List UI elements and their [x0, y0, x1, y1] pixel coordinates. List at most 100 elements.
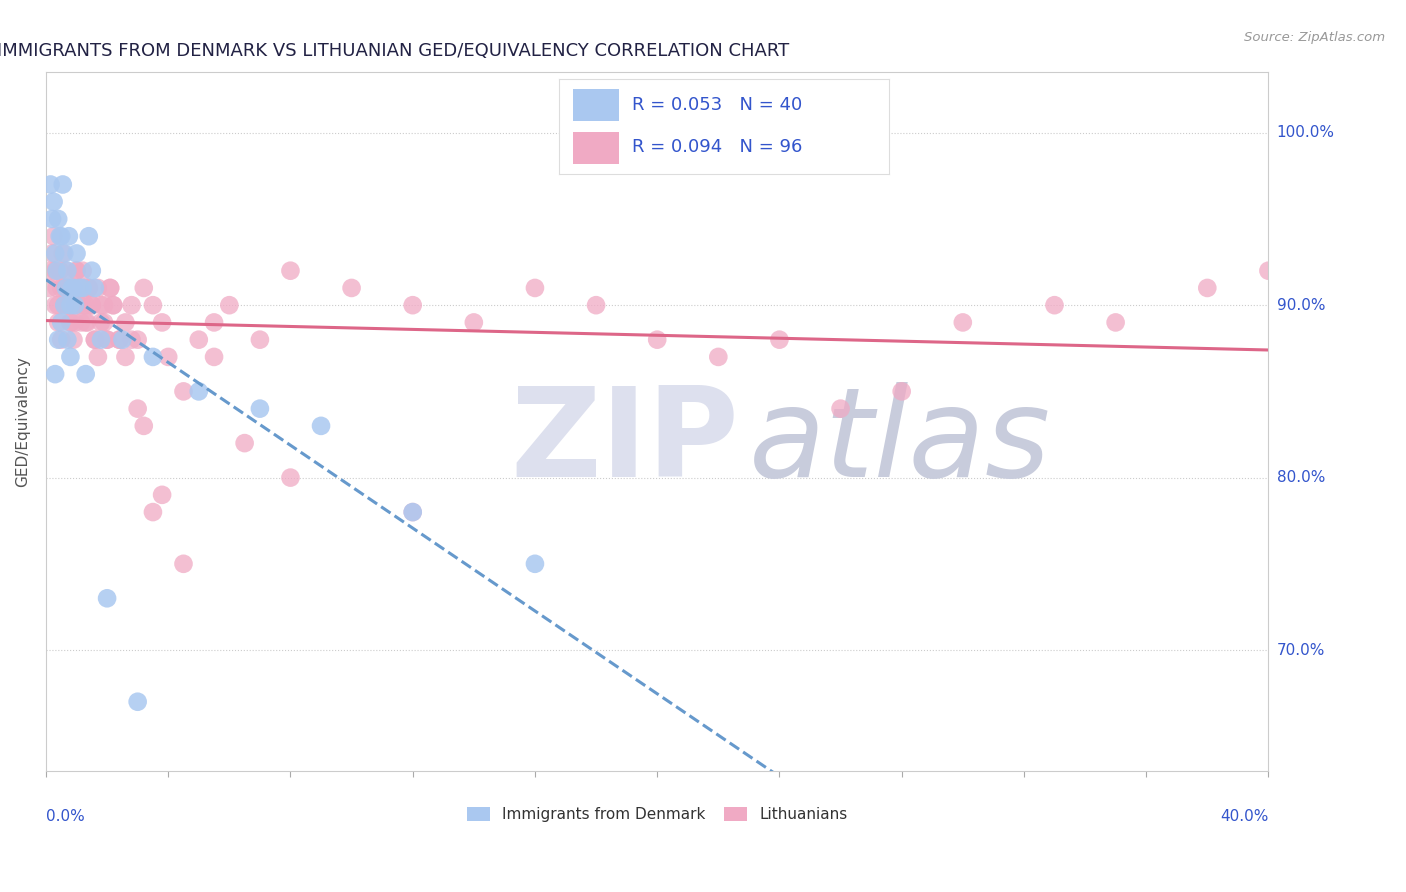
Point [53, 281, 76, 295]
Point [69, 281, 91, 295]
Point [402, 505, 425, 519]
Point [87, 350, 110, 364]
Point [98, 281, 121, 295]
Text: 90.0%: 90.0% [1277, 298, 1326, 313]
Point [51, 315, 73, 329]
Legend: Immigrants from Denmark, Lithuanians: Immigrants from Denmark, Lithuanians [467, 807, 848, 822]
Point [42, 229, 65, 244]
Point [75, 298, 97, 312]
Point [63, 315, 86, 329]
Point [65, 263, 87, 277]
Point [98, 281, 121, 295]
Point [142, 298, 165, 312]
Point [52, 178, 75, 192]
Point [65, 263, 87, 277]
Text: 70.0%: 70.0% [1277, 642, 1324, 657]
Point [56, 281, 79, 295]
Point [44, 298, 66, 312]
Point [83, 281, 105, 295]
Point [463, 315, 485, 329]
Point [1104, 315, 1126, 329]
Point [45, 263, 67, 277]
Point [53, 246, 76, 260]
Point [45, 281, 67, 295]
Point [150, 315, 173, 329]
Point [645, 333, 668, 347]
Point [58, 229, 80, 244]
Point [93, 315, 115, 329]
Point [55, 263, 77, 277]
Point [51, 333, 73, 347]
Point [173, 384, 195, 399]
Point [142, 505, 165, 519]
Point [60, 281, 83, 295]
Point [60, 281, 83, 295]
Point [59, 350, 82, 364]
Point [585, 298, 607, 312]
Point [39, 263, 62, 277]
Point [75, 367, 97, 381]
Point [55, 281, 77, 295]
Point [707, 350, 730, 364]
Point [187, 333, 209, 347]
Point [42, 194, 65, 209]
Point [72, 281, 94, 295]
Point [1043, 298, 1066, 312]
Point [58, 298, 80, 312]
Point [127, 333, 149, 347]
Point [87, 281, 110, 295]
Point [142, 350, 165, 364]
Point [108, 333, 131, 347]
Point [51, 281, 73, 295]
Point [48, 229, 70, 244]
Point [48, 263, 70, 277]
Point [523, 557, 546, 571]
Point [202, 315, 225, 329]
Point [80, 298, 103, 312]
Point [280, 470, 302, 484]
Point [218, 298, 240, 312]
Point [150, 488, 173, 502]
Point [127, 401, 149, 416]
Text: 100.0%: 100.0% [1277, 125, 1334, 140]
Text: 80.0%: 80.0% [1277, 470, 1324, 485]
Point [83, 333, 105, 347]
Point [121, 333, 143, 347]
Point [108, 333, 131, 347]
Point [56, 263, 79, 277]
Point [1257, 263, 1279, 277]
Point [46, 211, 69, 226]
Point [523, 281, 546, 295]
Point [72, 298, 94, 312]
Point [96, 591, 118, 606]
Point [173, 557, 195, 571]
Point [280, 263, 302, 277]
Point [96, 333, 118, 347]
Point [59, 315, 82, 329]
Point [340, 281, 363, 295]
Point [46, 298, 69, 312]
Point [132, 281, 155, 295]
Text: ZIP: ZIP [510, 382, 740, 503]
Point [44, 367, 66, 381]
Point [114, 315, 136, 329]
Point [77, 281, 100, 295]
Point [59, 315, 82, 329]
Point [111, 333, 134, 347]
Point [44, 263, 66, 277]
Point [70, 315, 93, 329]
Text: atlas: atlas [749, 382, 1052, 503]
Point [69, 281, 91, 295]
Point [80, 263, 103, 277]
Text: Source: ZipAtlas.com: Source: ZipAtlas.com [1244, 31, 1385, 45]
Point [59, 298, 82, 312]
Point [233, 436, 256, 450]
Point [41, 211, 63, 226]
Point [56, 333, 79, 347]
Point [90, 315, 112, 329]
Point [46, 315, 69, 329]
Point [77, 229, 100, 244]
Point [114, 350, 136, 364]
Point [80, 298, 103, 312]
Point [93, 298, 115, 312]
